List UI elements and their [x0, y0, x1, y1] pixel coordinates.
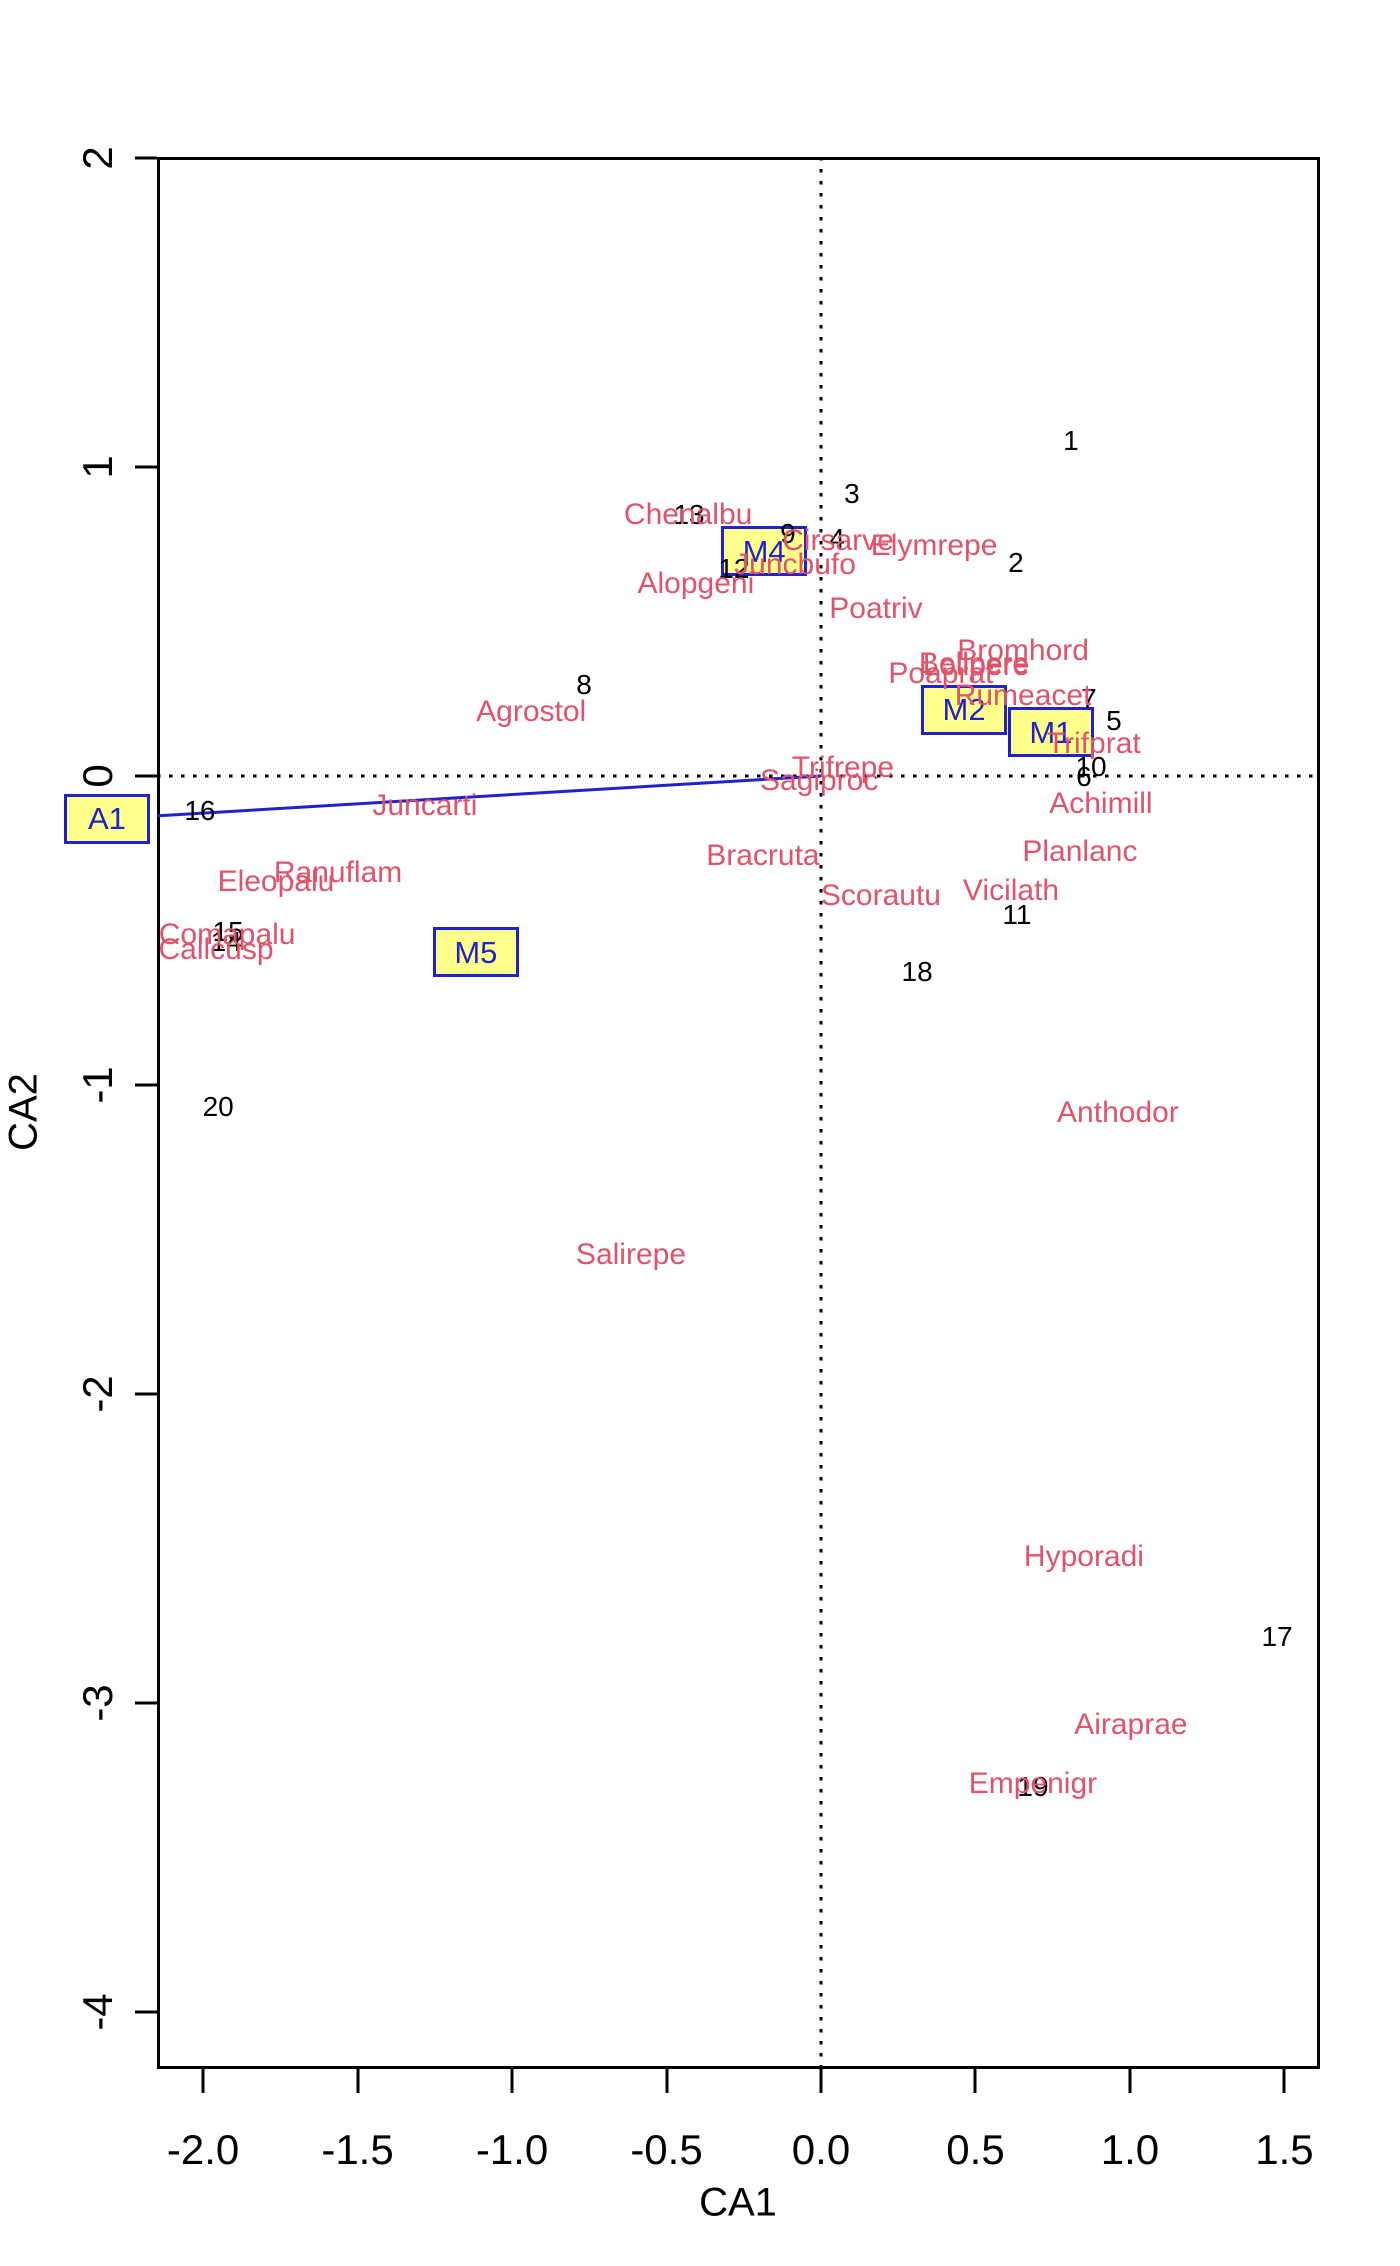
x-tick [819, 2069, 823, 2093]
y-tick [135, 1392, 157, 1396]
site-label: 11 [1002, 899, 1032, 931]
x-tick-label: -1.5 [321, 2126, 394, 2173]
site-label: 5 [1106, 704, 1122, 736]
species-label: Empenigr [968, 1767, 1098, 1801]
x-tick [1282, 2069, 1286, 2093]
site-label: 16 [184, 794, 216, 826]
species-label: Anthodor [1057, 1096, 1179, 1130]
species-label: Salirepe [575, 1238, 687, 1271]
site-label: 13 [673, 498, 705, 530]
species-label: Juncarti [372, 788, 478, 822]
species-label: Bellpere [918, 647, 1029, 681]
species-label: Ranuflam [273, 856, 403, 890]
centroid-box-m2: M2 [921, 684, 1008, 735]
species-label: Agrostol [476, 695, 587, 729]
species-label: Rumeacet [954, 678, 1092, 712]
species-label: Lolipere [922, 648, 1030, 682]
species-label: Comapalu [158, 918, 296, 952]
site-label: 18 [901, 955, 933, 987]
species-label: Bromhord [957, 633, 1089, 667]
species-label: Vicilath [962, 873, 1060, 907]
centroid-box-m4: M4 [721, 526, 808, 577]
species-label: Trifrepe [791, 750, 895, 784]
centroid-box-a1: A1 [63, 793, 150, 844]
x-tick [356, 2069, 360, 2093]
species-label: Elymrepe [870, 529, 998, 563]
site-label: 12 [718, 552, 750, 584]
site-label: 14 [210, 925, 242, 957]
y-tick [135, 156, 157, 160]
site-label: 7 [1081, 683, 1097, 715]
species-label: Scorautu [820, 878, 941, 912]
site-label: 3 [844, 477, 860, 509]
plot-border [157, 157, 1320, 2069]
site-label: 8 [576, 669, 592, 701]
y-tick [135, 1701, 157, 1705]
x-tick [510, 2069, 514, 2093]
y-tick [135, 1083, 157, 1087]
species-label: Bracruta [706, 839, 820, 873]
species-label: Hyporadi [1023, 1539, 1144, 1573]
species-label: Cirsarve [782, 524, 894, 558]
species-label: Trifprat [1046, 726, 1141, 760]
y-tick [135, 2010, 157, 2014]
species-label: Airaprae [1074, 1708, 1188, 1742]
site-label: 15 [212, 916, 244, 948]
species-label: Poatriv [829, 592, 923, 626]
site-label: 4 [829, 522, 845, 554]
x-tick [201, 2069, 205, 2093]
species-label: Planlanc [1022, 835, 1138, 869]
x-tick-label: -2.0 [166, 2126, 240, 2173]
species-label: Poaprat [888, 657, 994, 691]
x-tick [665, 2069, 668, 2093]
x-tick [973, 2069, 977, 2093]
biplot-arrow-a1 [156, 774, 822, 818]
x-tick-label: -1.0 [475, 2126, 549, 2173]
species-label: Achimill [1049, 787, 1153, 821]
species-label: Juncbufo [734, 547, 856, 581]
x-tick [1128, 2069, 1132, 2093]
y-tick [135, 774, 157, 778]
site-label: 10 [1075, 751, 1107, 783]
site-label: 2 [1008, 547, 1024, 579]
species-label: Eleopalu [217, 864, 335, 898]
x-axis-title: CA1 [699, 2180, 777, 2225]
x-tick-label: -0.5 [630, 2126, 703, 2173]
centroid-box-m5: M5 [432, 927, 519, 978]
x-tick-label: 0.5 [946, 2126, 1005, 2173]
site-label: 6 [1076, 760, 1092, 792]
site-label: 17 [1261, 1620, 1293, 1652]
x-tick-label: 1.5 [1255, 2126, 1314, 2173]
species-label: Chenalbu [623, 497, 753, 531]
site-label: 9 [780, 518, 796, 550]
y-tick [135, 465, 157, 469]
x-tick-label: 1.0 [1100, 2126, 1160, 2173]
species-label: Sagiproc [759, 763, 879, 797]
species-label: Callcusp [158, 932, 274, 966]
site-label: 1 [1063, 425, 1079, 456]
site-label: 20 [202, 1090, 234, 1122]
x-tick-label: 0.0 [791, 2126, 851, 2173]
species-label: Alopgeni [637, 567, 755, 601]
centroid-box-m1: M1 [1007, 707, 1094, 758]
site-label: 19 [1017, 1771, 1049, 1803]
